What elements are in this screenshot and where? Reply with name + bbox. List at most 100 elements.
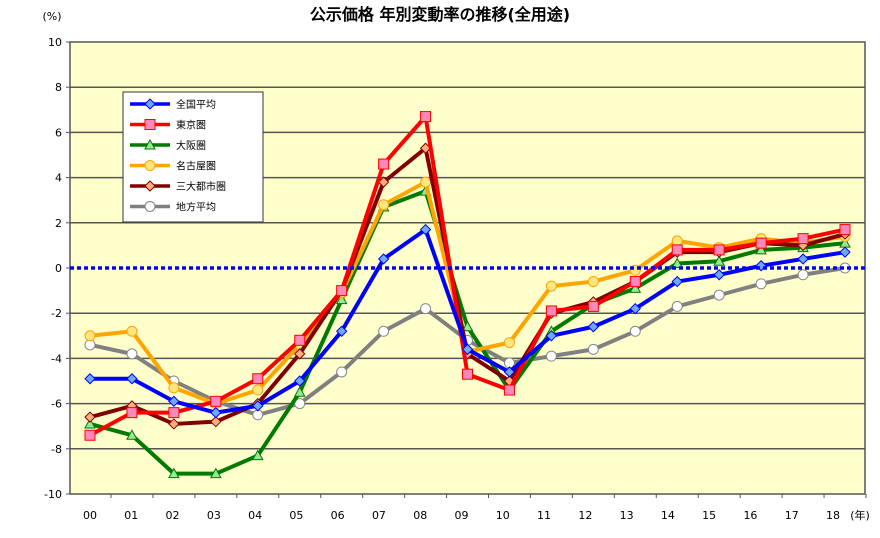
legend-label: 全国平均 — [176, 98, 216, 111]
legend-marker — [144, 180, 156, 192]
x-tick-label: 01 — [124, 509, 138, 522]
data-point — [168, 407, 180, 419]
legend-label: 大阪圏 — [176, 139, 206, 152]
legend-marker — [144, 119, 156, 130]
data-point — [713, 244, 725, 256]
y-axis-label: (%) — [42, 10, 61, 23]
x-tick-label: 11 — [537, 509, 551, 522]
data-point — [294, 375, 306, 387]
data-point — [671, 257, 684, 268]
data-point — [294, 398, 306, 410]
data-point — [671, 244, 683, 256]
y-tick-label: 10 — [48, 36, 62, 49]
data-point — [84, 417, 96, 429]
data-point — [503, 366, 516, 378]
data-point — [587, 276, 599, 288]
data-point — [294, 348, 306, 360]
chart-title: 公示価格 年別変動率の推移(全用途) — [310, 5, 570, 24]
data-point — [335, 325, 348, 337]
data-point — [797, 253, 809, 265]
data-point — [126, 429, 138, 440]
data-point — [755, 243, 767, 255]
data-point — [84, 330, 96, 342]
x-tick-label: 18 — [826, 509, 840, 522]
data-point — [210, 415, 222, 428]
data-point — [755, 278, 767, 290]
data-point — [210, 395, 222, 407]
data-point — [252, 400, 264, 412]
data-point — [461, 343, 474, 356]
legend-box — [122, 91, 264, 223]
x-tick-label: 09 — [455, 509, 469, 522]
legend-label: 三大都市圏 — [176, 180, 226, 193]
x-tick-label: 05 — [289, 509, 303, 522]
data-point — [84, 429, 96, 441]
data-point — [84, 373, 96, 385]
data-point — [126, 348, 138, 360]
x-tick-label: 10 — [496, 509, 510, 522]
x-tick-label: 13 — [620, 509, 634, 522]
data-point — [252, 373, 264, 385]
y-tick-label: -8 — [51, 443, 62, 456]
data-point — [545, 280, 557, 292]
x-tick-label: 12 — [578, 509, 592, 522]
y-tick-label: -2 — [51, 307, 62, 320]
data-point — [420, 303, 432, 315]
data-point — [293, 386, 306, 397]
data-point — [629, 325, 641, 337]
data-point — [629, 282, 642, 293]
y-tick-label: 0 — [55, 262, 62, 275]
data-point — [755, 237, 767, 249]
data-point — [671, 275, 683, 288]
data-point — [797, 269, 809, 281]
data-point — [168, 382, 180, 394]
x-tick-label: 16 — [743, 509, 757, 522]
data-point — [587, 321, 600, 333]
data-point — [420, 111, 432, 123]
y-tick-label: -4 — [51, 352, 62, 365]
series-0 — [84, 223, 851, 419]
data-point — [797, 233, 809, 245]
data-point — [420, 176, 432, 188]
data-point — [126, 407, 138, 419]
data-point — [84, 411, 96, 423]
x-tick-label: 07 — [372, 509, 386, 522]
legend-label: 東京圏 — [176, 119, 206, 132]
x-tick-label: 06 — [331, 509, 345, 522]
data-point — [839, 224, 851, 236]
data-point — [713, 255, 726, 266]
x-tick-label: 15 — [702, 509, 716, 522]
data-point — [671, 235, 683, 247]
data-point — [294, 334, 306, 346]
data-point — [252, 384, 264, 396]
data-point — [713, 269, 725, 281]
data-point — [84, 339, 96, 351]
data-point — [629, 302, 641, 315]
data-point — [377, 253, 390, 265]
x-tick-label: 08 — [413, 509, 427, 522]
y-tick-label: 2 — [55, 217, 62, 230]
data-point — [839, 246, 851, 258]
legend-label: 地方平均 — [176, 201, 216, 214]
x-tick-label: 02 — [166, 509, 180, 522]
data-point — [209, 467, 222, 479]
x-tick-label: 00 — [83, 509, 97, 522]
data-point — [587, 300, 599, 312]
data-point — [336, 285, 348, 297]
data-point — [462, 368, 473, 380]
data-point — [210, 406, 222, 419]
data-point — [168, 418, 180, 430]
data-point — [251, 449, 264, 461]
data-point — [545, 350, 557, 362]
data-point — [126, 373, 138, 385]
x-tick-label: 03 — [207, 509, 221, 522]
legend-label: 名古屋圏 — [176, 160, 216, 173]
data-point — [503, 384, 515, 396]
data-point — [378, 325, 390, 337]
data-point — [545, 305, 557, 317]
x-axis-label: (年) — [850, 508, 870, 522]
y-tick-label: -6 — [51, 398, 62, 411]
